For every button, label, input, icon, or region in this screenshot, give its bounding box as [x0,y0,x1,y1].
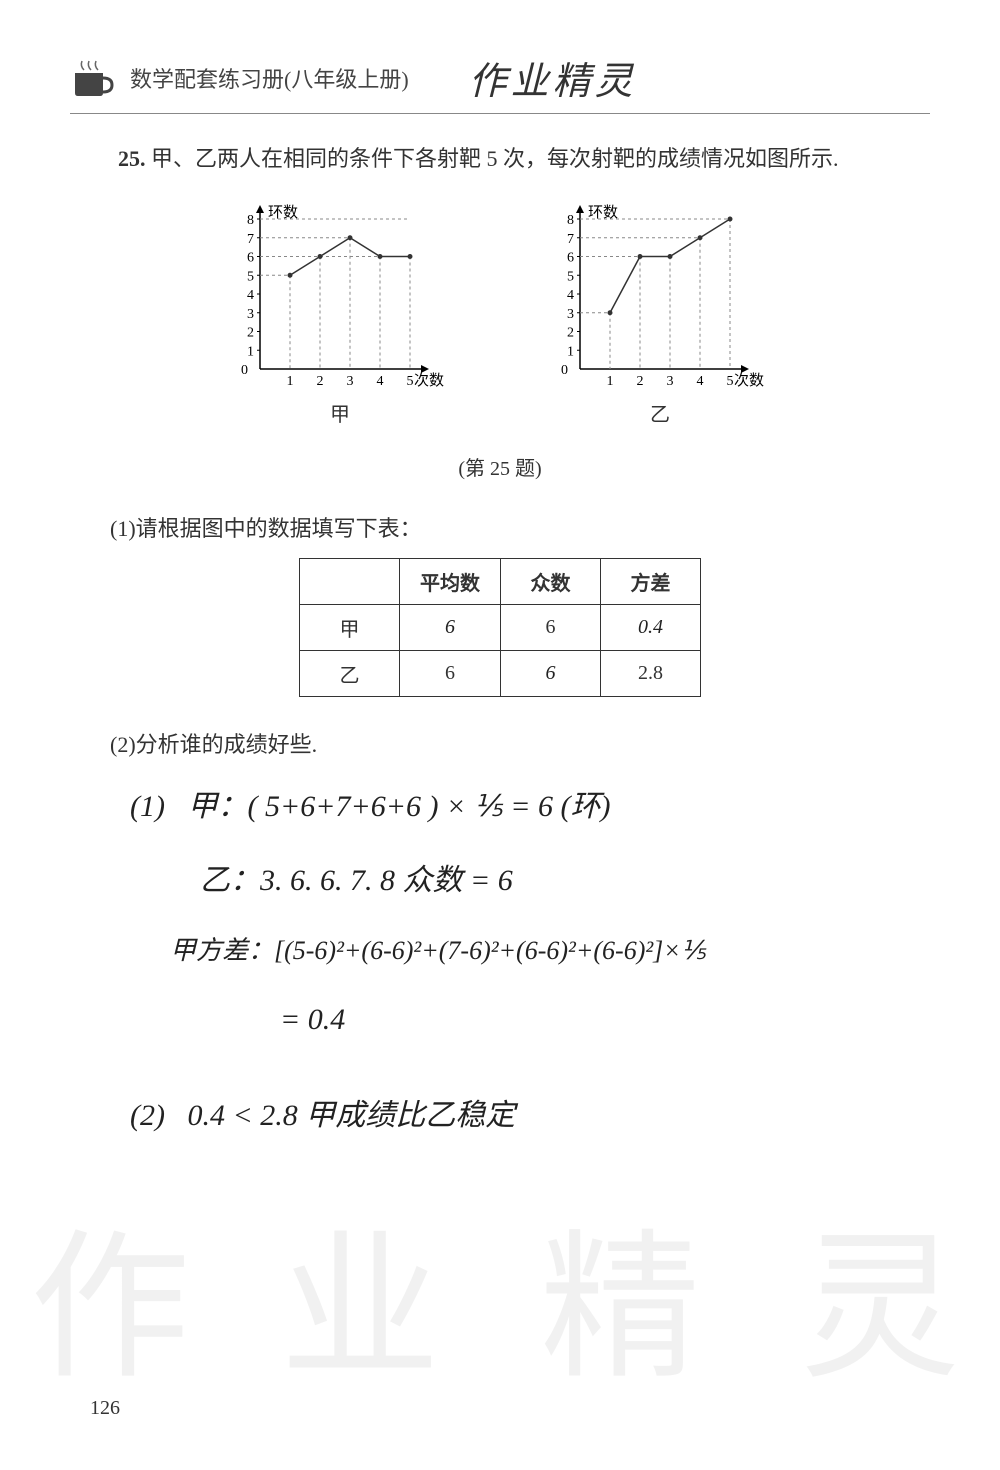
subq2-prompt: (2)分析谁的成绩好些. [110,727,930,759]
svg-text:1: 1 [287,374,294,389]
svg-text:5: 5 [407,374,414,389]
watermark-char: 作 [30,1178,190,1410]
book-title: 数学配套练习册(八年级上册) [130,62,409,94]
svg-text:1: 1 [247,344,254,359]
svg-text:3: 3 [667,374,674,389]
chart-yi: 0 1 2 3 4 5 6 7 8 1 2 3 4 5 环数次数 [540,194,780,394]
chart-yi-label: 乙 [650,398,670,427]
page-number: 126 [90,1397,120,1420]
table-header-blank [300,558,400,604]
chart-jia-wrap: 0 1 2 3 4 5 6 7 8 1 2 3 4 5 环数次数 甲 [220,194,460,427]
data-table: 平均数 众数 方差 甲 6 6 0.4 乙 6 6 2.8 [299,558,701,697]
table-row: 甲 6 6 0.4 [300,604,701,650]
svg-text:3: 3 [567,306,574,321]
table-header-variance: 方差 [601,558,701,604]
svg-text:2: 2 [637,374,644,389]
work-label-2: (2) [130,1099,165,1132]
svg-text:次数: 次数 [734,372,764,389]
svg-text:4: 4 [697,374,704,389]
svg-text:次数: 次数 [414,372,444,389]
chart-yi-wrap: 0 1 2 3 4 5 6 7 8 1 2 3 4 5 环数次数 乙 [540,194,780,427]
svg-text:2: 2 [567,325,574,340]
charts-row: 0 1 2 3 4 5 6 7 8 1 2 3 4 5 环数次数 甲 0 1 2 3 4 5 6 7 8 1 2 3 4 5 环数次数 … [70,194,930,427]
svg-text:7: 7 [247,231,254,246]
watermark-char: 业 [280,1178,440,1410]
subq1-prompt: (1)请根据图中的数据填写下表： [110,511,930,543]
row-jia-label: 甲 [300,604,400,650]
work-area: (1) 甲：( 5+6+7+6+6 ) × ⅕ = 6 (环) 乙：3. 6. … [130,774,930,1149]
table-header-mean: 平均数 [400,558,501,604]
table-header-row: 平均数 众数 方差 [300,558,701,604]
question-text: 25. 甲、乙两人在相同的条件下各射靶 5 次，每次射靶的成绩情况如图所示. [70,139,930,179]
row-yi-variance: 2.8 [601,650,701,696]
work-line-2: 乙：3. 6. 6. 7. 8 众数 = 6 [200,848,930,914]
svg-text:1: 1 [567,344,574,359]
svg-text:2: 2 [317,374,324,389]
svg-text:4: 4 [377,374,384,389]
svg-text:8: 8 [247,213,254,228]
svg-text:6: 6 [247,250,254,265]
svg-text:环数: 环数 [268,204,298,221]
svg-text:0: 0 [241,363,248,378]
work-text-5: 0.4 < 2.8 甲成绩比乙稳定 [187,1099,515,1132]
svg-text:6: 6 [567,250,574,265]
svg-text:7: 7 [567,231,574,246]
svg-text:5: 5 [567,269,574,284]
question-body: 甲、乙两人在相同的条件下各射靶 5 次，每次射靶的成绩情况如图所示. [151,146,839,171]
svg-text:0: 0 [561,363,568,378]
table-header-mode: 众数 [501,558,601,604]
svg-text:8: 8 [567,213,574,228]
svg-text:2: 2 [247,325,254,340]
svg-text:5: 5 [727,374,734,389]
watermark-char: 精 [540,1178,700,1410]
svg-text:5: 5 [247,269,254,284]
question-number: 25. [118,146,146,171]
table-row: 乙 6 6 2.8 [300,650,701,696]
watermark-char: 灵 [800,1178,960,1410]
work-label-1: (1) [130,790,165,823]
svg-text:4: 4 [567,288,574,303]
row-yi-mean: 6 [400,650,501,696]
figure-caption: (第 25 题) [70,452,930,481]
mug-icon [70,58,120,98]
row-yi-mode: 6 [501,650,601,696]
chart-jia: 0 1 2 3 4 5 6 7 8 1 2 3 4 5 环数次数 [220,194,460,394]
row-jia-mode: 6 [501,604,601,650]
page-header: 数学配套练习册(八年级上册) 作业精灵 [70,50,930,114]
work-line-4: = 0.4 [280,987,930,1053]
svg-text:3: 3 [347,374,354,389]
svg-text:3: 3 [247,306,254,321]
work-line-5: (2) 0.4 < 2.8 甲成绩比乙稳定 [130,1083,930,1149]
work-line-1: (1) 甲：( 5+6+7+6+6 ) × ⅕ = 6 (环) [130,774,930,840]
work-line-3: 甲方差：[(5-6)²+(6-6)²+(7-6)²+(6-6)²+(6-6)²]… [170,922,930,979]
svg-text:环数: 环数 [588,204,618,221]
row-jia-variance: 0.4 [601,604,701,650]
svg-text:1: 1 [607,374,614,389]
work-text-1: 甲：( 5+6+7+6+6 ) × ⅕ = 6 (环) [187,790,610,823]
row-yi-label: 乙 [300,650,400,696]
svg-text:4: 4 [247,288,254,303]
chart-jia-label: 甲 [330,398,350,427]
row-jia-mean: 6 [400,604,501,650]
handwriting-title: 作业精灵 [469,50,637,105]
